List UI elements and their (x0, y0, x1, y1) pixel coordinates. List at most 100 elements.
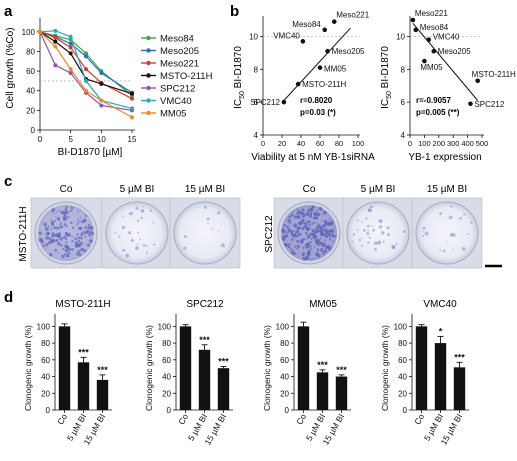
plate-spc212-0-colony (314, 229, 319, 234)
plate-spc212-0-colony (302, 228, 305, 231)
plate-msto-0-colony (83, 231, 87, 235)
plate-spc212-2-colony (461, 246, 466, 251)
plate-spc212-0-colony (296, 244, 300, 248)
panel-a-legend-marker (146, 110, 151, 116)
panel-letter-b: b (230, 3, 239, 20)
panel-b1-ylabel: IC50 BI-D1870 (233, 46, 246, 109)
plate-spc212-0-colony (292, 251, 296, 256)
panel-b2-point (410, 17, 416, 23)
plate-msto-0-colony (65, 224, 68, 228)
plate-spc212-0-colony (281, 228, 284, 231)
panel-letter-a: a (4, 3, 13, 20)
panel-d-6-ytick-label: 40 (398, 373, 407, 382)
plate-msto-0-colony (57, 233, 62, 238)
panel-b1-ytick-label: 6 (254, 98, 259, 107)
panel-a-point (68, 34, 73, 39)
plate-spc212-0-colony (313, 246, 316, 248)
plate-spc212-0-colony (319, 241, 323, 245)
plate-msto-0-colony (40, 240, 44, 244)
plate-msto-0-colony (75, 242, 78, 246)
plate-spc212-0-colony (323, 211, 327, 215)
plate-msto-0-colony (76, 252, 80, 256)
plate-spc212-0-colony (327, 246, 332, 251)
panel-d-5-ytick-label: 0 (285, 406, 290, 415)
plate-msto-0-colony (57, 242, 61, 246)
plate-msto-0-colony (77, 218, 79, 221)
plate-msto-0-colony (55, 226, 60, 230)
plate-msto-0-colony (77, 221, 80, 224)
panel-a-ytick-label: 100 (22, 28, 36, 37)
plate-spc212-1-colony (360, 244, 364, 247)
plate-spc212-0-colony (296, 208, 299, 211)
plate-spc212-0-colony (320, 232, 325, 237)
panel-d-5-significance: *** (336, 365, 347, 375)
panel-b2-point (475, 78, 480, 84)
plate-spc212-1-colony (386, 226, 390, 230)
panel-a-legend-label: MSTO-211H (160, 71, 213, 82)
plate-spc212-2-colony (424, 231, 429, 236)
plate-spc212-0-colony (332, 240, 334, 242)
plate-msto-1-colony (122, 248, 126, 252)
panel-b2-point-label: SPC212 (474, 100, 504, 109)
panel-a-legend-label: VMC40 (160, 96, 192, 107)
plate-msto-0-colony (64, 207, 68, 211)
plate-spc212-1-colony (392, 246, 396, 250)
plate-spc212-0-colony (288, 221, 292, 224)
plate-msto-0-colony (49, 237, 52, 241)
plate-msto-0-colony (40, 238, 43, 240)
plate-spc212-2-colony (448, 215, 453, 220)
panel-b2-point-label: Meso221 (415, 9, 448, 18)
plate-msto-0-colony (76, 223, 78, 226)
panel-b2-ylabel: IC50 BI-D1870 (380, 46, 393, 109)
plate-spc212-0-colony (290, 213, 294, 217)
plate-msto-0-colony (68, 248, 70, 251)
plate-msto-0-colony (54, 248, 58, 252)
panel-b2-point (413, 27, 419, 33)
plate-spc212-0-colony (318, 226, 321, 228)
plate-spc212-1-colony (382, 240, 385, 243)
panel-d-title-msto: MSTO-211H (55, 299, 110, 310)
plate-msto-0-colony (65, 254, 69, 258)
plate-spc212-0-colony (298, 226, 302, 230)
plate-msto-1-colony (125, 253, 130, 258)
plate-spc212-0-colony (299, 239, 304, 244)
panel-d-4-bar (217, 368, 230, 410)
plate-msto-0-colony (91, 232, 95, 236)
plate-spc212-0-colony (325, 222, 329, 226)
plate-spc212-0-colony (317, 213, 321, 217)
plate-msto-1-colony (153, 243, 156, 246)
plate-msto-0-colony (55, 211, 58, 213)
plate-spc212-0-colony (305, 238, 308, 241)
plate-msto-0-colony (71, 247, 74, 251)
plate-spc212-0-colony (293, 233, 296, 235)
plate-msto-1-colony (140, 209, 145, 213)
panel-a-xtick-label: 5 (68, 135, 73, 144)
plate-spc212-2-dish (415, 201, 479, 265)
panel-a-point (53, 44, 58, 49)
plate-msto-0-colony (50, 229, 52, 232)
plate-msto-0-colony (54, 234, 57, 237)
plate-msto-1-colony (140, 216, 143, 220)
plate-msto-0-colony (56, 217, 61, 221)
plate-spc212-0-colony (310, 210, 313, 212)
panel-a-xtick-label: 15 (128, 135, 137, 144)
panel-a-point (130, 91, 134, 96)
plate-spc212-0-colony (323, 229, 327, 233)
plate-spc212-0-colony (311, 229, 316, 233)
plate-msto-0-colony (51, 207, 56, 212)
panel-c-header-co-right: Co (303, 184, 316, 195)
plate-spc212-0-colony (286, 231, 289, 234)
panel-b2-ytick-label: 10 (396, 32, 405, 41)
plate-spc212-0-colony (288, 215, 291, 219)
plate-spc212-2-colony (459, 217, 462, 220)
panel-a-series-line-meso205 (39, 31, 133, 94)
plate-msto-0-colony (50, 219, 52, 221)
plate-spc212-0-colony (328, 218, 330, 221)
panel-d-6-bar (453, 367, 466, 410)
plate-spc212-0-colony (311, 222, 314, 225)
panel-b-left-p: p=0.03 (*) (300, 108, 336, 117)
plate-msto-2-colony (216, 211, 221, 215)
panel-b1-ytick-label: 8 (254, 65, 259, 74)
plate-spc212-0-colony (325, 251, 327, 253)
